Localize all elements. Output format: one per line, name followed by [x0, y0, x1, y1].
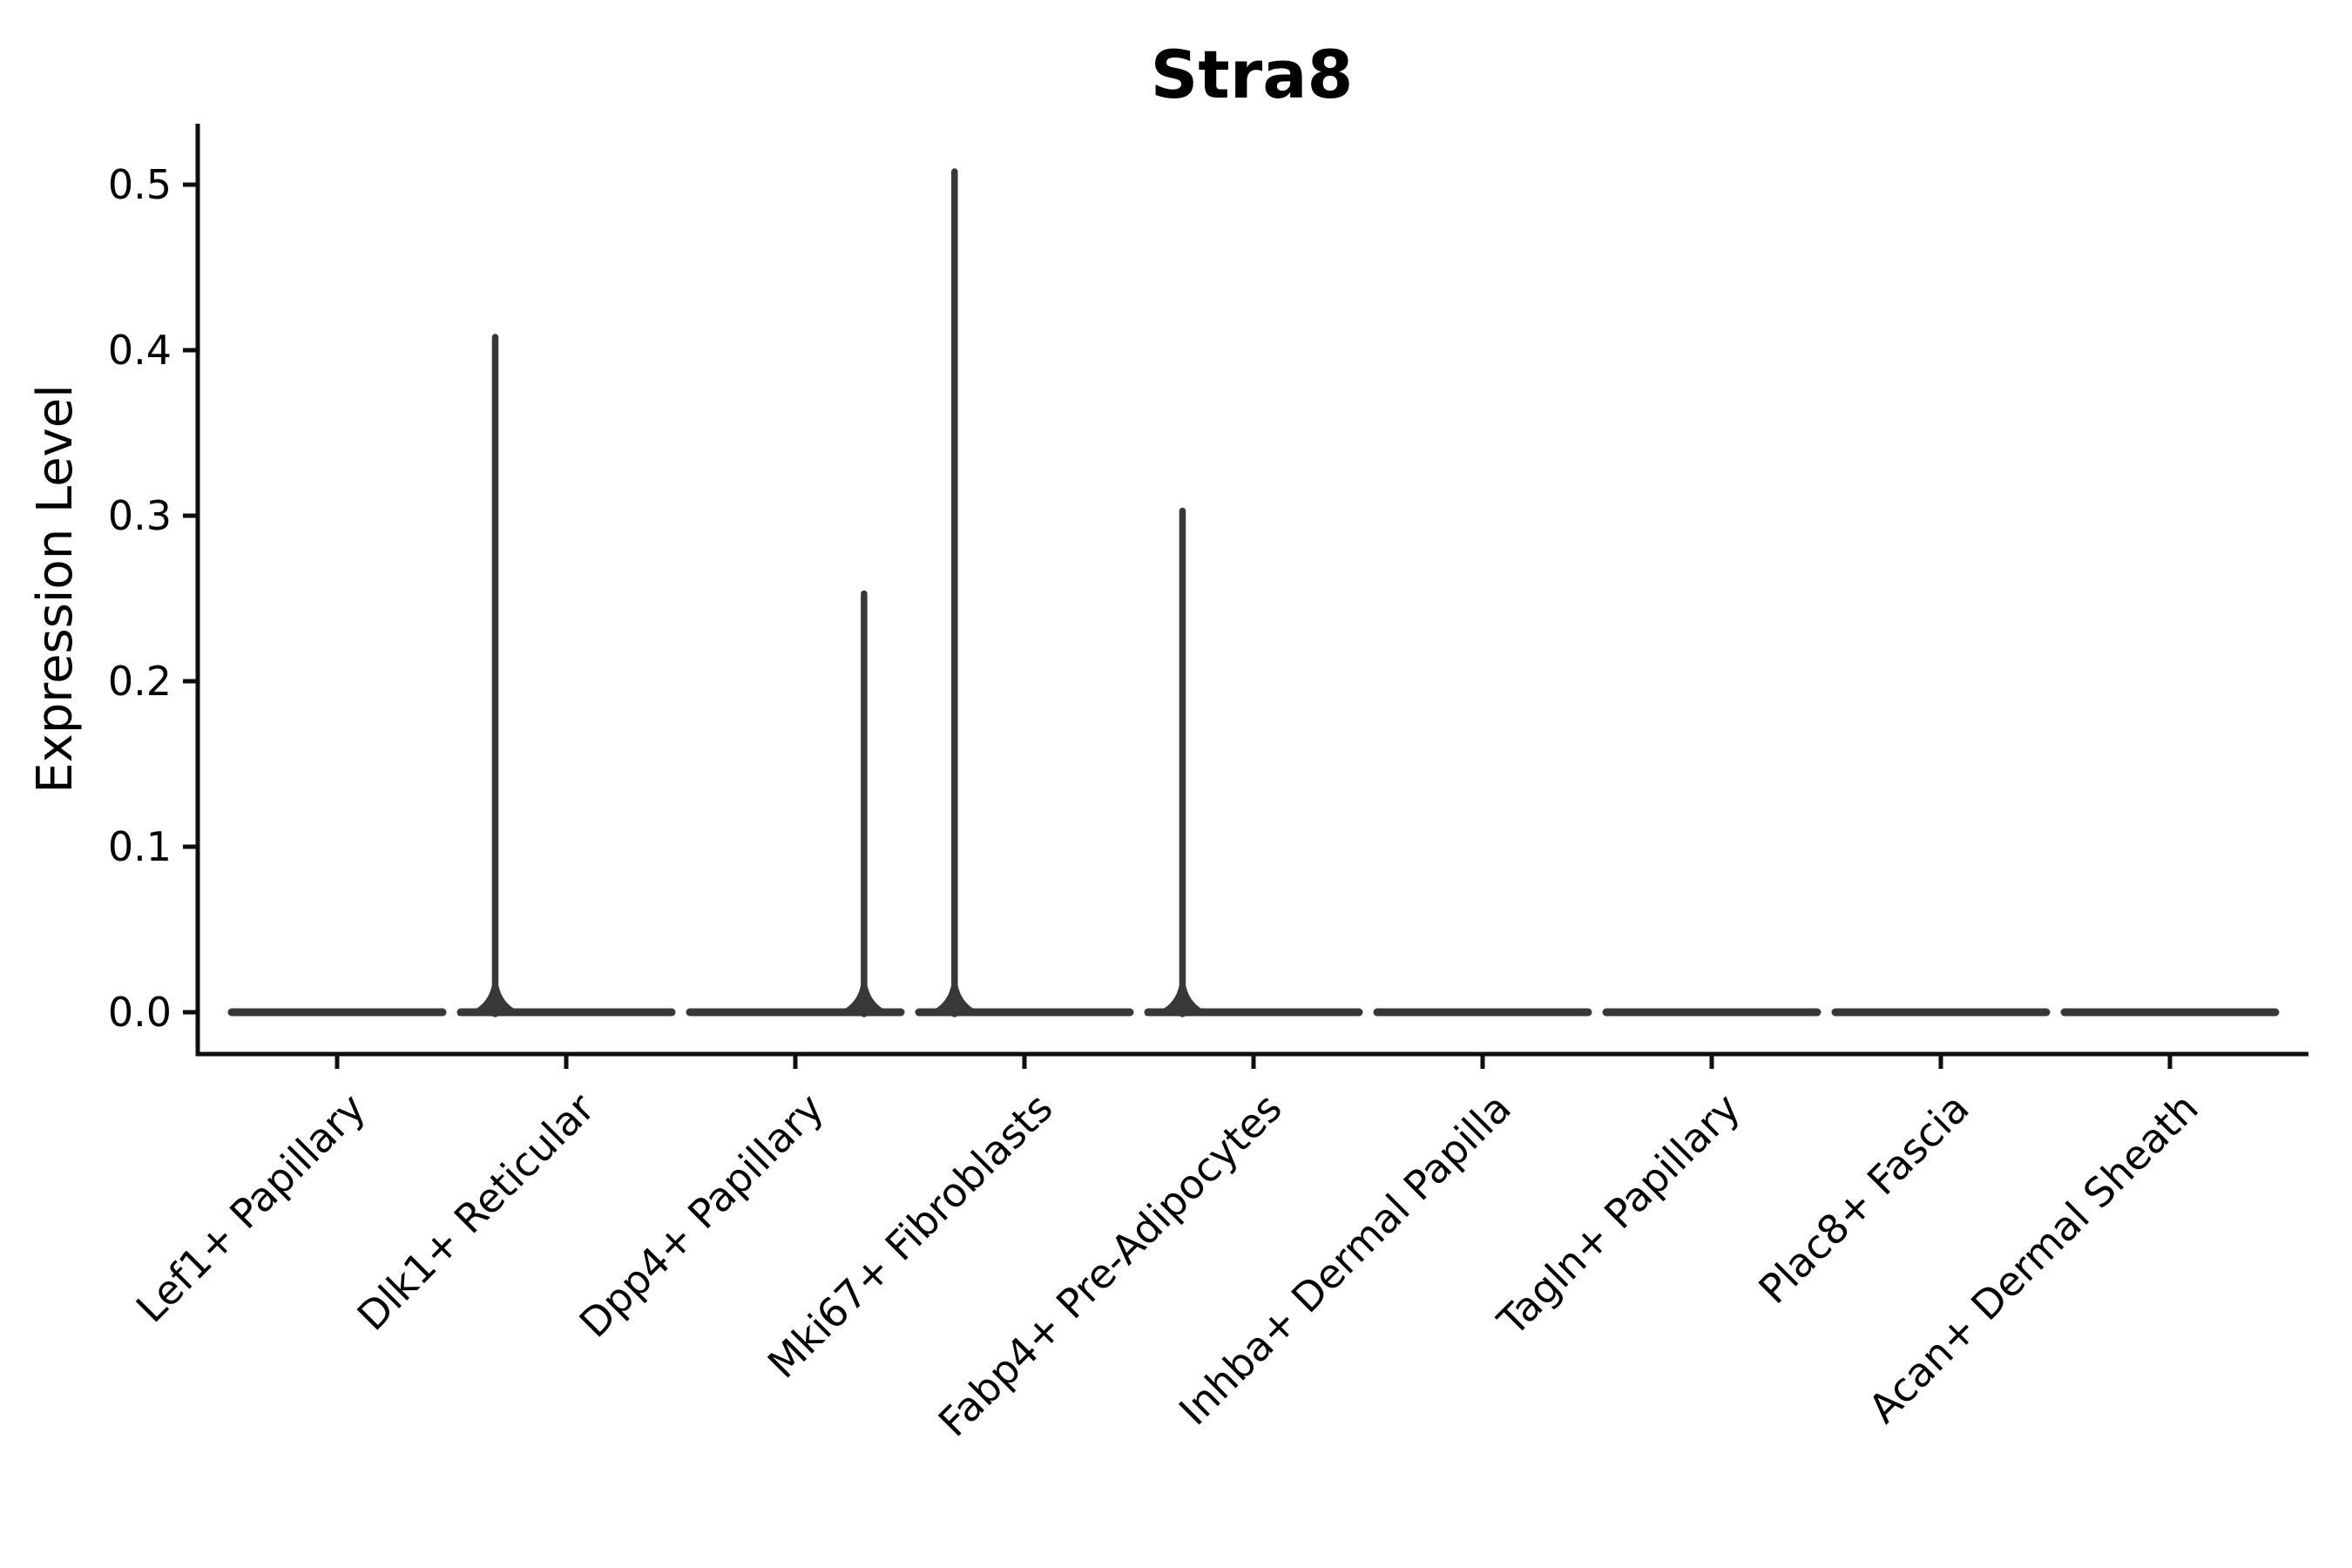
x-tick-label: Dpp4+ Papillary: [571, 1085, 833, 1347]
y-tick-label: 0.3: [108, 492, 172, 539]
y-tick-label: 0.1: [108, 823, 172, 870]
x-tick-label: Lef1+ Papillary: [127, 1085, 375, 1332]
axes-layer: [195, 124, 2308, 1057]
y-tick-label: 0.5: [108, 161, 172, 208]
violins-layer: [227, 168, 2280, 1017]
x-tick-label: Plac8+ Fascia: [1749, 1085, 1977, 1313]
x-tick-label: Tagln+ Papillary: [1488, 1085, 1749, 1346]
x-tick-label: Dlk1+ Reticular: [348, 1085, 604, 1340]
chart-title: Stra8: [1151, 36, 1354, 113]
y-tick-label: 0.2: [108, 658, 172, 705]
y-ticks-layer: 0.0 0.1 0.2 0.3 0.4 0.5: [108, 161, 198, 1036]
y-axis-label: Expression Level: [27, 384, 84, 794]
y-tick-label: 0.4: [108, 327, 172, 374]
y-tick-label: 0.0: [108, 989, 172, 1036]
